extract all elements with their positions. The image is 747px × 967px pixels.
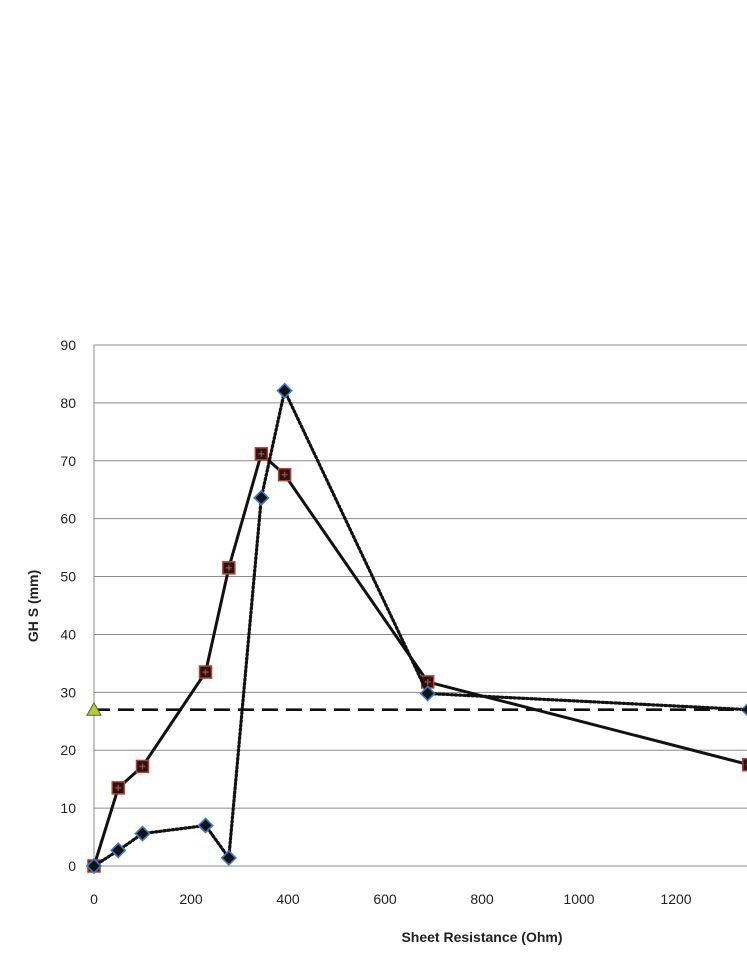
axes xyxy=(93,345,747,867)
y-tick-label: 10 xyxy=(60,800,76,816)
diamond-marker xyxy=(85,857,103,875)
y-tick-label: 30 xyxy=(60,684,76,700)
series-2 xyxy=(86,701,747,716)
y-tick-label: 0 xyxy=(68,858,76,874)
diamond-marker xyxy=(134,825,151,842)
x-axis-title: Sheet Resistance (Ohm) xyxy=(401,929,562,945)
diamond-marker xyxy=(276,382,293,399)
y-tick-label: 50 xyxy=(60,569,76,585)
y-tick-label: 60 xyxy=(60,511,76,527)
series-line-0 xyxy=(92,451,747,867)
diamond-marker xyxy=(253,489,270,506)
x-tick-label: 400 xyxy=(276,891,300,907)
diamond-marker xyxy=(220,849,237,867)
x-tick-label: 600 xyxy=(373,891,397,907)
y-tick-label: 90 xyxy=(60,337,76,353)
x-tick-label: 1200 xyxy=(660,891,691,907)
series-1 xyxy=(85,382,747,875)
y-axis-title: GH S (mm) xyxy=(25,570,41,642)
grid-lines xyxy=(94,344,747,809)
diamond-marker xyxy=(110,842,127,859)
diamond-marker xyxy=(419,685,436,702)
tick-labels: 0 10 20 30 40 50 60 70 80 90 0 200 400 600 800 1000 1200 xyxy=(60,337,691,907)
triangle-marker xyxy=(86,701,102,716)
y-tick-label: 20 xyxy=(60,742,76,758)
x-tick-label: 800 xyxy=(470,891,494,907)
diamond-marker xyxy=(197,817,214,834)
series-line-1 xyxy=(92,385,747,868)
y-tick-label: 80 xyxy=(60,395,76,411)
x-tick-label: 200 xyxy=(179,891,203,907)
series-layer xyxy=(85,382,747,875)
square-marker xyxy=(742,757,747,772)
y-tick-label: 70 xyxy=(60,453,76,469)
x-tick-label: 0 xyxy=(90,891,98,907)
x-tick-label: 1000 xyxy=(563,891,594,907)
y-tick-label: 40 xyxy=(60,626,76,642)
